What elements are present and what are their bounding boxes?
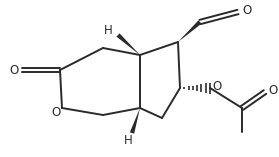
Text: O: O — [9, 63, 19, 76]
Polygon shape — [117, 33, 140, 55]
Text: O: O — [212, 79, 222, 92]
Text: O: O — [268, 84, 278, 97]
Polygon shape — [130, 108, 140, 134]
Polygon shape — [178, 20, 201, 42]
Text: H: H — [124, 135, 132, 147]
Text: H: H — [104, 24, 112, 38]
Text: O: O — [51, 106, 61, 119]
Text: O: O — [242, 5, 252, 17]
